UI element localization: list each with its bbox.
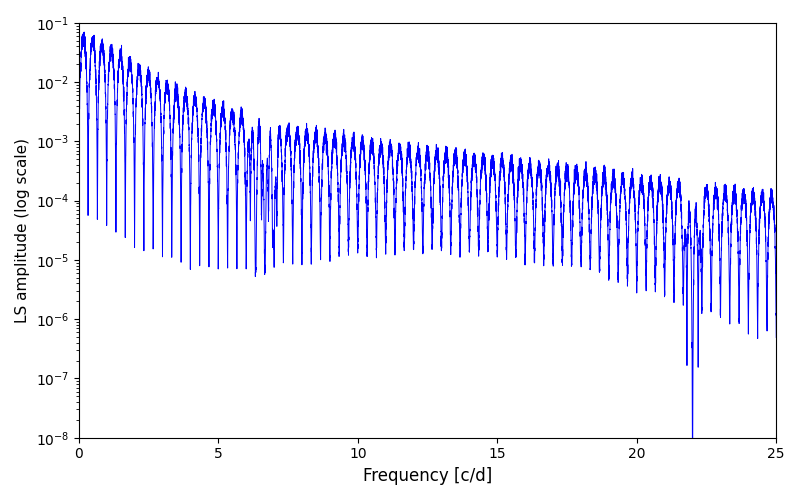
X-axis label: Frequency [c/d]: Frequency [c/d] [363,467,492,485]
Y-axis label: LS amplitude (log scale): LS amplitude (log scale) [15,138,30,323]
